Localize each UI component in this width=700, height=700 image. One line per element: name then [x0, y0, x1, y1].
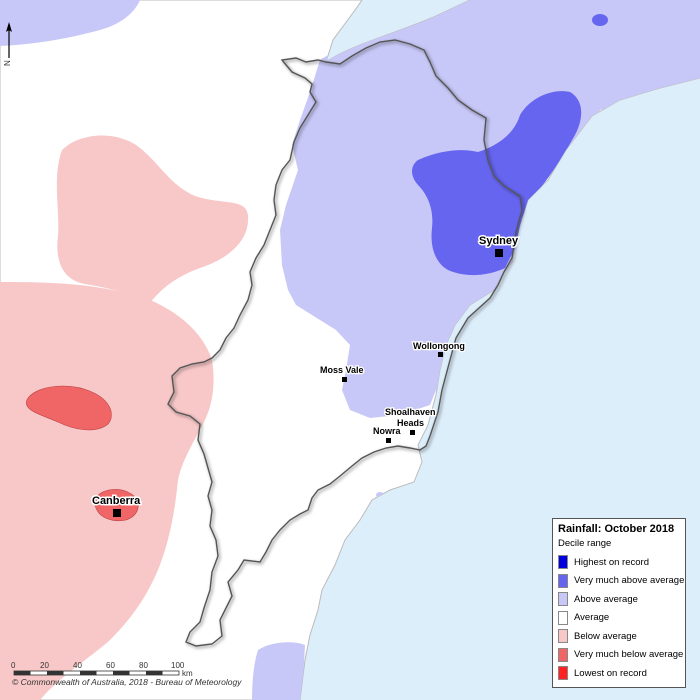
label-wollongong: Wollongong — [413, 341, 465, 351]
legend-item: Below average — [558, 627, 680, 646]
scale-tick-20: 20 — [40, 661, 49, 670]
legend-item: Average — [558, 609, 680, 628]
marker-nowra — [386, 438, 391, 443]
legend: Rainfall: October 2018 Decile range High… — [552, 518, 686, 688]
legend-item: Above average — [558, 590, 680, 609]
legend-item: Lowest on record — [558, 664, 680, 683]
scale-tick-0: 0 — [11, 661, 16, 670]
legend-item: Very much below average — [558, 646, 684, 665]
legend-subtitle: Decile range — [558, 538, 612, 549]
legend-swatch — [558, 573, 568, 588]
marker-moss-vale — [342, 377, 347, 382]
very-much-below-blob-west — [26, 385, 112, 431]
copyright-text: © Commonwealth of Australia, 2018 - Bure… — [12, 677, 242, 687]
north-arrow: N — [3, 22, 12, 66]
label-canberra: Canberra — [92, 495, 141, 507]
label-sydney: Sydney — [479, 235, 519, 247]
legend-label: Very much above average — [574, 575, 685, 587]
legend-label: Average — [574, 612, 610, 624]
legend-label: Above average — [574, 593, 638, 605]
label-moss-vale: Moss Vale — [320, 365, 364, 375]
above-average-region-north — [0, 0, 140, 46]
legend-swatch — [558, 629, 568, 644]
marker-shoalhaven-heads — [410, 430, 415, 435]
very-much-above-region — [412, 91, 582, 276]
below-average-region-north — [56, 135, 249, 303]
very-much-above-blob — [592, 14, 608, 26]
legend-swatch — [558, 592, 568, 607]
district-boundary — [167, 39, 523, 647]
scale-tick-80: 80 — [139, 661, 148, 670]
scale-tick-60: 60 — [106, 661, 115, 670]
marker-sydney — [495, 249, 503, 257]
legend-swatch — [558, 610, 568, 625]
label-heads: Heads — [397, 418, 424, 428]
scale-tick-40: 40 — [73, 661, 82, 670]
north-label: N — [3, 60, 12, 66]
marker-canberra — [113, 509, 121, 517]
legend-swatch — [558, 555, 568, 570]
legend-label: Below average — [574, 630, 637, 642]
very-much-below-blob-canberra — [94, 489, 139, 522]
legend-label: Lowest on record — [574, 667, 647, 679]
legend-title: Rainfall: October 2018 — [558, 523, 675, 535]
legend-item: Highest on record — [558, 553, 680, 572]
place-markers: Sydney Wollongong Moss Vale Shoalhaven H… — [91, 234, 521, 517]
legend-label: Very much below average — [574, 649, 684, 661]
label-nowra: Nowra — [373, 426, 402, 436]
scale-bar: 0 20 40 60 80 100 km — [11, 661, 193, 678]
scale-tick-100: 100 — [171, 661, 185, 670]
marker-wollongong — [438, 352, 443, 357]
legend-swatch — [558, 647, 568, 662]
above-average-region-south — [252, 642, 305, 700]
legend-swatch — [558, 666, 568, 681]
label-shoalhaven: Shoalhaven — [385, 407, 436, 417]
scale-unit: km — [182, 669, 193, 678]
legend-label: Highest on record — [574, 556, 649, 568]
legend-item: Very much above average — [558, 572, 684, 591]
